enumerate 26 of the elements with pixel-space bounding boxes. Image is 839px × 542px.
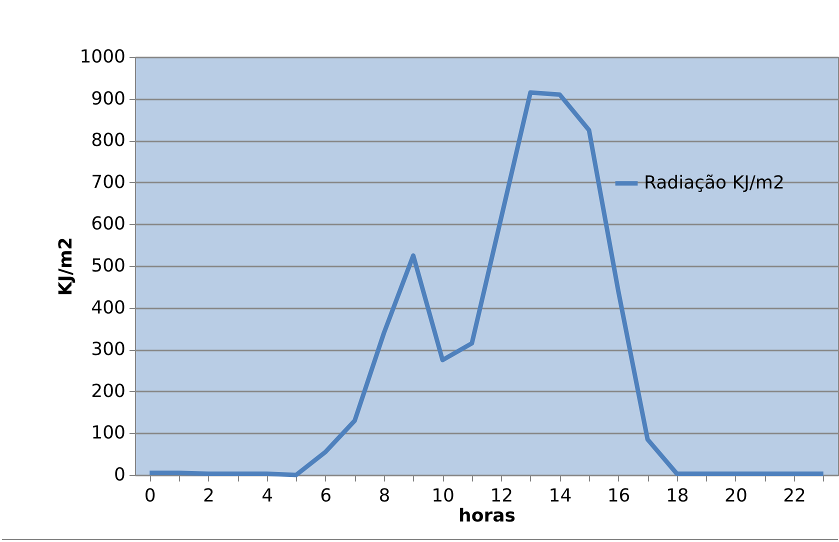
y-tick-label: 900 (91, 88, 126, 110)
x-tick-label: 6 (320, 486, 332, 506)
x-tick-label: 4 (262, 486, 274, 506)
y-tick-label: 500 (91, 256, 126, 276)
x-tick-label: 18 (666, 486, 689, 506)
y-tick-label: 600 (91, 214, 126, 235)
y-tick-label: 300 (91, 339, 126, 360)
x-tick-label: 22 (783, 486, 806, 506)
y-tick-label: 100 (91, 422, 126, 444)
x-tick-label: 20 (724, 486, 748, 506)
x-tick-label: 8 (378, 486, 390, 506)
y-tick-label: 1000 (80, 46, 126, 68)
y-tick-label: 400 (91, 297, 126, 318)
y-axis-title: KJ/m2 (56, 237, 77, 296)
y-tick-label: 200 (91, 380, 126, 402)
legend-label: Radiação KJ/m2 (644, 172, 784, 194)
x-tick-label: 14 (548, 486, 572, 506)
y-tick-label: 0 (114, 464, 126, 486)
x-tick-label: 10 (432, 486, 455, 506)
x-tick-label: 12 (490, 486, 514, 506)
x-axis-title: horas (458, 506, 516, 526)
x-tick-label: 0 (144, 486, 156, 506)
x-tick-label: 2 (203, 486, 214, 506)
y-tick-label: 700 (91, 172, 126, 193)
y-tick-label: 800 (91, 130, 126, 152)
x-tick-label: 16 (607, 486, 630, 506)
